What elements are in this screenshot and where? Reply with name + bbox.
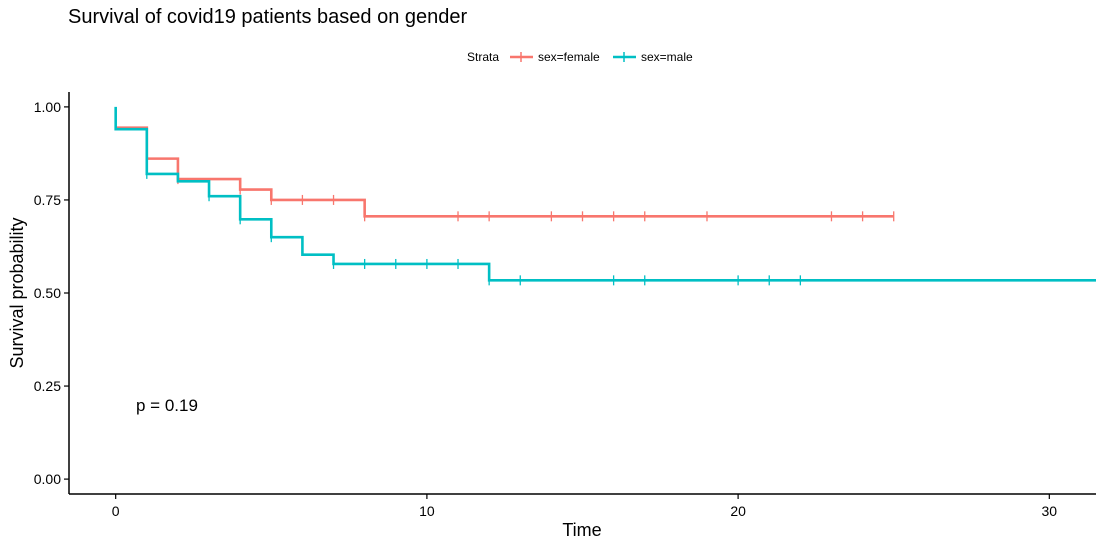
y-tick-label: 0.00 (34, 471, 61, 487)
p-value-annotation: p = 0.19 (136, 396, 198, 415)
legend-item-male: sex=male (613, 50, 693, 64)
series-sex-male (114, 106, 1096, 286)
survival-curve (114, 106, 1096, 282)
y-tick-label: 0.75 (34, 192, 61, 208)
survival-curve (115, 126, 894, 218)
legend-male-label: sex=male (641, 50, 693, 64)
legend-title: Strata (467, 50, 499, 64)
legend-item-female: sex=female (510, 50, 600, 64)
y-axis-title: Survival probability (7, 217, 27, 368)
x-tick-label: 0 (112, 503, 120, 519)
series-sex-female (115, 126, 895, 222)
x-tick-label: 10 (419, 503, 435, 519)
y-axis-ticks: 0.00 0.25 0.50 0.75 1.00 (34, 99, 69, 487)
legend: Strata sex=female sex=male (467, 50, 693, 64)
chart-title: Survival of covid19 patients based on ge… (68, 6, 467, 28)
y-tick-label: 1.00 (34, 99, 61, 115)
y-tick-label: 0.50 (34, 285, 61, 301)
x-axis-title: Time (562, 520, 601, 540)
legend-female-label: sex=female (538, 50, 600, 64)
y-tick-label: 0.25 (34, 378, 61, 394)
x-tick-label: 30 (1042, 503, 1058, 519)
x-axis-ticks: 0 10 20 30 (112, 494, 1058, 519)
series-layer (114, 106, 1096, 286)
x-tick-label: 20 (730, 503, 746, 519)
